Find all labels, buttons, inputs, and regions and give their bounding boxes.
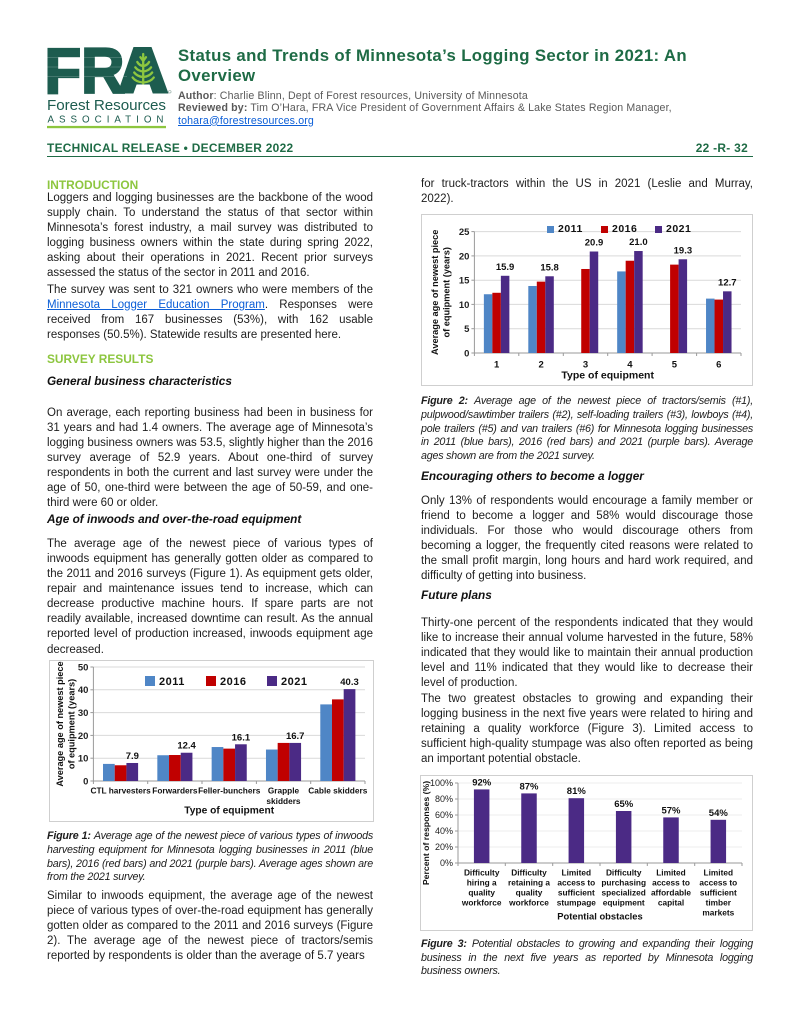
svg-text:workforce: workforce: [461, 898, 502, 908]
svg-text:Feller-bunchers: Feller-bunchers: [198, 786, 261, 796]
svg-text:65%: 65%: [614, 799, 634, 810]
svg-text:5: 5: [672, 359, 678, 370]
svg-text:stumpage: stumpage: [557, 898, 597, 908]
svg-text:40.3: 40.3: [340, 677, 359, 688]
svg-text:5: 5: [464, 324, 470, 335]
svg-text:6: 6: [716, 359, 721, 370]
svg-text:0: 0: [83, 776, 88, 787]
svg-text:81%: 81%: [567, 786, 587, 797]
svg-text:19.3: 19.3: [674, 245, 693, 256]
svg-text:Cable skidders: Cable skidders: [308, 786, 367, 796]
svg-text:quality: quality: [516, 888, 543, 898]
svg-text:25: 25: [459, 227, 470, 238]
svg-text:21.0: 21.0: [629, 237, 648, 248]
svg-text:20: 20: [459, 251, 470, 262]
svg-text:Potential obstacles: Potential obstacles: [557, 910, 642, 921]
svg-text:4: 4: [627, 359, 633, 370]
svg-text:92%: 92%: [472, 777, 492, 788]
svg-text:Average age of newest piece: Average age of newest piece: [55, 661, 65, 786]
svg-text:1: 1: [494, 359, 500, 370]
svg-text:7.9: 7.9: [126, 751, 139, 762]
svg-text:quality: quality: [468, 888, 495, 898]
svg-text:0: 0: [464, 348, 469, 359]
svg-text:57%: 57%: [661, 805, 681, 816]
svg-text:Difficulty: Difficulty: [511, 868, 547, 878]
svg-text:timber: timber: [706, 898, 732, 908]
svg-text:sufficient: sufficient: [700, 888, 737, 898]
svg-text:2016: 2016: [612, 223, 637, 235]
svg-text:12.4: 12.4: [177, 741, 196, 752]
svg-text:FR: FR: [45, 35, 125, 107]
svg-text:specialized: specialized: [602, 888, 646, 898]
svg-text:12.7: 12.7: [718, 277, 737, 288]
svg-text:54%: 54%: [709, 808, 729, 819]
svg-text:access to: access to: [699, 878, 737, 888]
svg-text:hiring a: hiring a: [467, 878, 497, 888]
svg-text:80%: 80%: [435, 794, 453, 804]
svg-text:Type of equipment: Type of equipment: [184, 806, 274, 817]
svg-text:20%: 20%: [435, 842, 453, 852]
svg-text:of equipment (years): of equipment (years): [442, 247, 452, 337]
svg-text:30: 30: [78, 708, 89, 719]
svg-text:2011: 2011: [558, 223, 583, 235]
svg-text:access to: access to: [652, 878, 690, 888]
svg-text:of equipment (years): of equipment (years): [67, 679, 77, 769]
svg-text:retaining a: retaining a: [508, 878, 550, 888]
svg-text:2021: 2021: [666, 223, 691, 235]
svg-text:Average age of newest piece: Average age of newest piece: [430, 230, 440, 355]
svg-text:access to: access to: [557, 878, 595, 888]
svg-text:CTL harvesters: CTL harvesters: [90, 786, 151, 796]
svg-text:ASSOCIATION: ASSOCIATION: [48, 115, 164, 126]
svg-text:60%: 60%: [435, 810, 453, 820]
svg-text:100%: 100%: [430, 778, 453, 788]
svg-text:87%: 87%: [519, 781, 539, 792]
svg-text:15.8: 15.8: [540, 262, 559, 273]
svg-text:equipment: equipment: [603, 898, 645, 908]
svg-text:affordable: affordable: [651, 888, 691, 898]
svg-text:16.1: 16.1: [232, 732, 251, 743]
svg-text:Forwarders: Forwarders: [152, 786, 198, 796]
svg-text:sufficient: sufficient: [558, 888, 595, 898]
svg-text:workforce: workforce: [508, 898, 549, 908]
svg-text:15: 15: [459, 276, 470, 287]
svg-text:capital: capital: [658, 898, 684, 908]
svg-text:2016: 2016: [220, 676, 246, 688]
svg-text:2: 2: [538, 359, 543, 370]
svg-text:10: 10: [459, 300, 470, 311]
svg-text:Limited: Limited: [704, 868, 734, 878]
svg-text:Difficulty: Difficulty: [606, 868, 642, 878]
svg-text:3: 3: [583, 359, 588, 370]
svg-text:Grapple: Grapple: [268, 786, 300, 796]
svg-text:2011: 2011: [159, 676, 185, 688]
svg-text:16.7: 16.7: [286, 731, 305, 742]
svg-text:40%: 40%: [435, 826, 453, 836]
svg-text:purchasing: purchasing: [601, 878, 646, 888]
svg-text:Forest Resources: Forest Resources: [47, 97, 166, 114]
svg-text:markets: markets: [702, 908, 734, 918]
svg-text:Percent of responses (%): Percent of responses (%): [421, 781, 431, 885]
svg-text:Limited: Limited: [562, 868, 592, 878]
svg-text:20: 20: [78, 731, 89, 742]
svg-text:2021: 2021: [281, 676, 307, 688]
svg-text:50: 50: [78, 662, 89, 673]
svg-text:Limited: Limited: [656, 868, 686, 878]
svg-text:20.9: 20.9: [585, 238, 604, 249]
svg-text:15.9: 15.9: [496, 262, 514, 273]
svg-text:40: 40: [78, 685, 89, 696]
svg-text:Difficulty: Difficulty: [464, 868, 500, 878]
svg-text:skidders: skidders: [266, 796, 301, 806]
svg-text:Type of equipment: Type of equipment: [561, 370, 654, 382]
svg-text:10: 10: [78, 754, 89, 765]
svg-text:0%: 0%: [440, 858, 453, 868]
